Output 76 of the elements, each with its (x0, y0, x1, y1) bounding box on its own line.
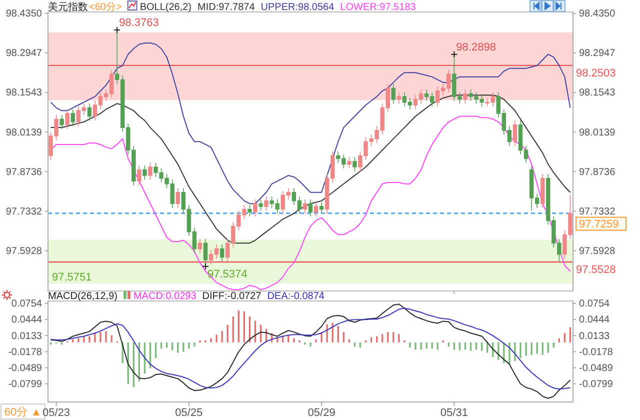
candlestick (352, 156, 357, 172)
ref-line-label: 97.7259 (579, 218, 619, 231)
band-label: 97.5751 (52, 272, 92, 284)
y2-tick-label: 0.0754 (579, 298, 610, 310)
y-tick-label: 98.0139 (6, 127, 42, 138)
y2-tick-label: 0.0133 (579, 330, 610, 342)
y2-tick-label: -0.0489 (579, 362, 614, 374)
candlestick (248, 204, 252, 217)
candlestick (148, 162, 152, 180)
candlestick (302, 199, 308, 214)
candlestick (463, 89, 468, 104)
candlestick (347, 156, 352, 169)
y-tick-label: -0.0489 (8, 362, 42, 374)
candlestick (198, 238, 202, 254)
candlestick (319, 202, 324, 214)
y-tick-label: 98.1543 (6, 88, 42, 99)
chart-title: MACD(26,12,9) (48, 291, 118, 302)
y2-tick-label: -0.0799 (579, 379, 614, 390)
y2-tick-label: 98.0139 (579, 127, 616, 138)
text: LOWER:97.5183 (340, 2, 416, 13)
y2-tick-label: 98.1543 (579, 88, 616, 99)
candlestick (176, 188, 180, 208)
line-series (50, 116, 571, 290)
text: MID:97.7874 (198, 2, 256, 13)
y2-tick-label: 0.0444 (579, 314, 610, 326)
candlestick (253, 199, 258, 217)
annotation: 98.2898 (456, 41, 496, 54)
y2-tick-label: -0.0178 (579, 346, 614, 358)
chart-title: 美元指数 (48, 1, 88, 13)
line-series (50, 94, 571, 244)
candlestick (540, 174, 545, 208)
text: UPPER:98.0564 (260, 2, 335, 13)
text: 60分 ▲ (4, 406, 42, 418)
candlestick (142, 165, 147, 180)
candlestick (87, 103, 92, 121)
candlestick (220, 244, 224, 262)
y-tick-label: -0.0799 (8, 379, 42, 390)
y-tick-label: 98.4350 (6, 8, 42, 20)
x-tick-label: 05/23 (42, 407, 70, 419)
x-tick-label: 05/29 (308, 407, 336, 419)
candlestick (70, 108, 75, 127)
candlestick (308, 199, 313, 217)
candlestick (314, 202, 318, 217)
y2-tick-label: 97.8736 (579, 166, 616, 178)
legend-label: MACD:0.0293 (133, 291, 197, 302)
candlestick (264, 196, 268, 212)
ref-line-label: 98.2503 (576, 67, 616, 80)
text: DEA:-0.0874 (267, 291, 325, 302)
candlestick (60, 114, 64, 130)
y2-tick-label: 97.7332 (579, 206, 616, 218)
y-tick-label: 97.7332 (6, 206, 42, 218)
chart-subtitle: <60分> (89, 1, 122, 13)
annotation: 98.3763 (119, 16, 159, 29)
candlestick (391, 83, 396, 104)
x-tick-label: 05/31 (440, 407, 468, 419)
y-tick-label: 97.8736 (6, 166, 42, 178)
candlestick (137, 165, 142, 186)
y2-tick-label: 97.5928 (579, 246, 616, 257)
y-tick-label: 97.5928 (6, 246, 42, 257)
annotation: 97.5374 (208, 268, 248, 280)
candlestick (512, 120, 518, 146)
legend-title: BOLL(26,2) (140, 2, 192, 13)
line-series (50, 42, 571, 204)
ref-line-label: 97.5528 (576, 264, 616, 276)
candlestick (65, 108, 70, 130)
y-tick-label: 98.2947 (6, 48, 42, 60)
y-tick-label: 0.0133 (11, 330, 42, 342)
candlestick (396, 92, 402, 104)
y-tick-label: -0.0178 (8, 346, 42, 358)
text: DIFF:-0.0727 (202, 291, 262, 302)
y2-tick-label: 98.2947 (579, 48, 616, 60)
y-tick-label: 0.0754 (11, 298, 42, 310)
x-tick-label: 05/25 (175, 407, 203, 419)
y2-tick-label: 98.4350 (579, 8, 616, 20)
candlestick (258, 199, 263, 212)
y-tick-label: 0.0444 (11, 314, 42, 326)
